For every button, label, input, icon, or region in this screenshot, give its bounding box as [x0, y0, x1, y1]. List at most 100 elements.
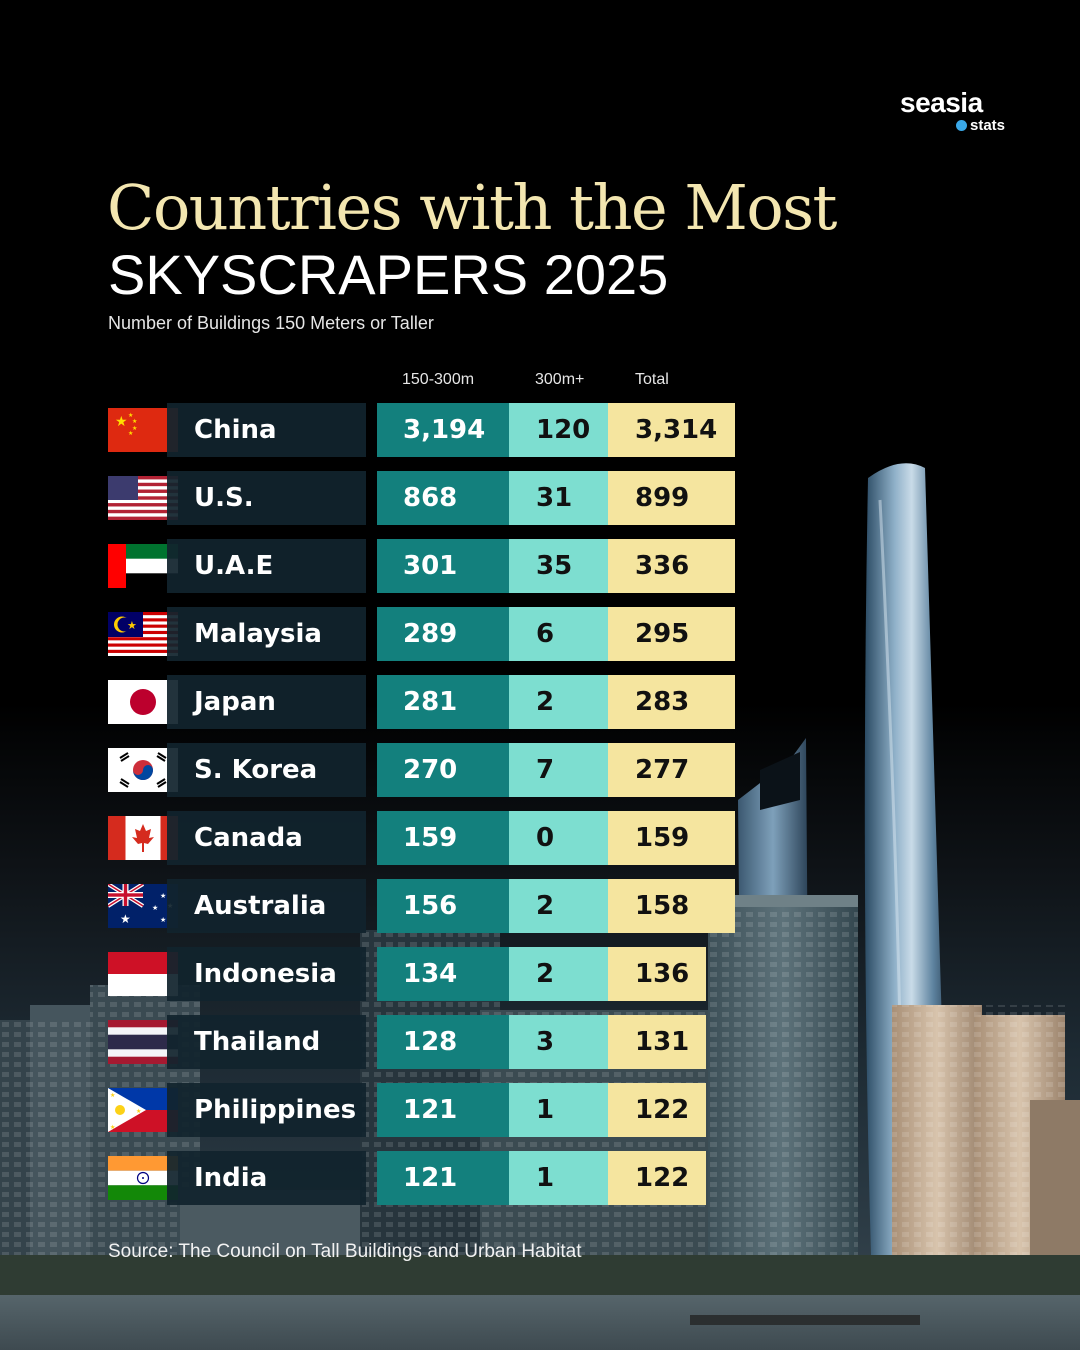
uae-flag-icon — [108, 544, 178, 588]
cell-150-300m: 270 — [377, 743, 509, 797]
table-row: India 121 1 122 — [0, 1151, 740, 1205]
country-name-cell — [167, 947, 366, 1001]
malaysia-flag-icon: ★ — [108, 612, 178, 656]
cell-300m-plus: 7 — [509, 743, 608, 797]
country-name: Thailand — [194, 1027, 321, 1057]
value-300m-plus: 2 — [536, 959, 555, 989]
cell-150-300m: 121 — [377, 1151, 509, 1205]
country-name-cell — [167, 1151, 366, 1205]
cell-total: 131 — [608, 1015, 706, 1069]
subtitle: Number of Buildings 150 Meters or Taller — [108, 313, 434, 333]
svg-text:★: ★ — [160, 892, 166, 900]
country-name-cell — [167, 743, 366, 797]
table-row: Canada 159 0 159 — [0, 811, 740, 865]
value-300m-plus: 1 — [536, 1163, 555, 1193]
value-300m-plus: 120 — [536, 415, 591, 445]
column-header-150-300m: 150-300m — [402, 371, 475, 388]
value-total: 158 — [635, 891, 690, 921]
value-150-300m: 128 — [403, 1027, 458, 1057]
table-row: Japan 281 2 283 — [0, 675, 740, 729]
svg-text:★: ★ — [136, 1108, 141, 1115]
cell-150-300m: 128 — [377, 1015, 509, 1069]
value-300m-plus: 0 — [536, 823, 555, 853]
cell-total: 3,314 — [608, 403, 735, 457]
cell-150-300m: 134 — [377, 947, 509, 1001]
value-total: 336 — [635, 551, 690, 581]
country-name-cell — [167, 675, 366, 729]
cell-150-300m: 156 — [377, 879, 509, 933]
table-row: U.A.E 301 35 336 — [0, 539, 740, 593]
table-row: ★ ★ ★ Philippines 121 1 122 — [0, 1083, 740, 1137]
country-name: S. Korea — [194, 755, 318, 785]
value-total: 3,314 — [635, 415, 718, 445]
cell-150-300m: 301 — [377, 539, 509, 593]
svg-text:★: ★ — [152, 904, 158, 912]
cell-300m-plus: 2 — [509, 947, 608, 1001]
table-row: ★ Malaysia 289 6 295 — [0, 607, 740, 661]
svg-text:★: ★ — [127, 619, 137, 632]
svg-text:★: ★ — [128, 412, 133, 419]
cell-300m-plus: 0 — [509, 811, 608, 865]
svg-text:★: ★ — [132, 425, 137, 432]
table-row: S. Korea 270 7 277 — [0, 743, 740, 797]
country-name-cell — [167, 607, 366, 661]
country-name: India — [194, 1163, 268, 1193]
cell-total: 336 — [608, 539, 735, 593]
indonesia-flag-icon — [108, 952, 178, 996]
cell-300m-plus: 1 — [509, 1151, 608, 1205]
us-flag-icon — [108, 476, 178, 520]
australia-flag-icon: ★★★★★ — [108, 884, 178, 928]
svg-text:★: ★ — [160, 916, 166, 924]
value-150-300m: 281 — [403, 687, 458, 717]
table-row: Indonesia 134 2 136 — [0, 947, 740, 1001]
cell-150-300m: 121 — [377, 1083, 509, 1137]
value-300m-plus: 2 — [536, 891, 555, 921]
cell-300m-plus: 31 — [509, 471, 608, 525]
country-name-cell — [167, 879, 366, 933]
cell-total: 283 — [608, 675, 735, 729]
thailand-flag-icon — [108, 1020, 178, 1064]
value-total: 159 — [635, 823, 690, 853]
svg-text:★: ★ — [115, 414, 128, 430]
cell-300m-plus: 120 — [509, 403, 608, 457]
country-name: Australia — [194, 891, 327, 921]
cell-300m-plus: 35 — [509, 539, 608, 593]
cell-total: 277 — [608, 743, 735, 797]
india-flag-icon — [108, 1156, 178, 1200]
value-150-300m: 121 — [403, 1163, 458, 1193]
value-150-300m: 159 — [403, 823, 458, 853]
cell-150-300m: 281 — [377, 675, 509, 729]
value-300m-plus: 31 — [536, 483, 573, 513]
source-note: Source: The Council on Tall Buildings an… — [108, 1241, 582, 1262]
value-150-300m: 289 — [403, 619, 458, 649]
value-total: 122 — [635, 1163, 690, 1193]
svg-text:★: ★ — [132, 418, 137, 425]
svg-text:★: ★ — [120, 912, 131, 926]
value-150-300m: 156 — [403, 891, 458, 921]
country-name-cell — [167, 471, 366, 525]
cell-total: 122 — [608, 1083, 706, 1137]
cell-total: 136 — [608, 947, 706, 1001]
country-name: U.A.E — [194, 551, 274, 581]
brand-sub: stats — [970, 117, 1006, 134]
value-total: 277 — [635, 755, 690, 785]
value-total: 136 — [635, 959, 690, 989]
cell-300m-plus: 6 — [509, 607, 608, 661]
svg-text:★: ★ — [128, 430, 133, 437]
column-header-300m-plus: 300m+ — [535, 371, 585, 388]
table-row: ★★★★★ Australia 156 2 158 — [0, 879, 740, 933]
japan-flag-icon — [108, 680, 178, 724]
table-row: U.S. 868 31 899 — [0, 471, 740, 525]
country-name: Indonesia — [194, 959, 337, 989]
country-name: China — [194, 415, 277, 445]
table-row: Thailand 128 3 131 — [0, 1015, 740, 1069]
china-flag-icon: ★ ★ ★ ★ ★ — [108, 408, 178, 452]
cell-total: 899 — [608, 471, 735, 525]
cell-total: 295 — [608, 607, 735, 661]
value-300m-plus: 1 — [536, 1095, 555, 1125]
country-name: U.S. — [194, 483, 254, 513]
value-total: 899 — [635, 483, 690, 513]
cell-300m-plus: 2 — [509, 879, 608, 933]
country-name: Canada — [194, 823, 303, 853]
value-150-300m: 868 — [403, 483, 458, 513]
